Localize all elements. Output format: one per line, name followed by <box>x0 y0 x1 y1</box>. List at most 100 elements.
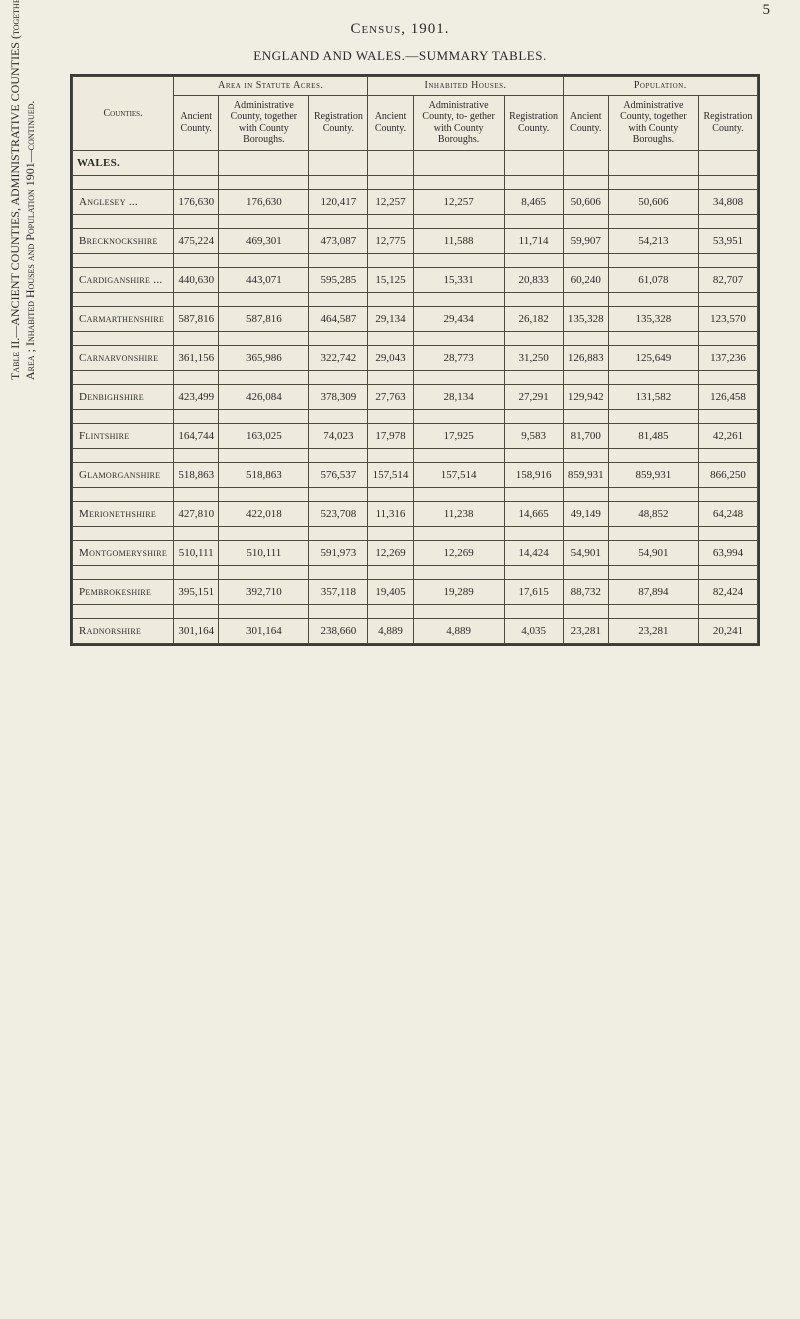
table-cell: 54,213 <box>608 228 698 253</box>
colgroup-population: Population. <box>563 77 757 96</box>
county-name: Merionethshire <box>73 501 174 526</box>
table-cell: 120,417 <box>309 189 368 214</box>
table-row: Pembrokeshire395,151392,710357,11819,405… <box>73 579 758 604</box>
table-cell: 591,973 <box>309 540 368 565</box>
table-cell: 29,134 <box>368 306 413 331</box>
table-cell: 48,852 <box>608 501 698 526</box>
spacer-row <box>73 253 758 267</box>
table-cell: 135,328 <box>563 306 608 331</box>
county-name: Radnorshire <box>73 618 174 643</box>
table-cell: 587,816 <box>219 306 309 331</box>
table-cell: 126,458 <box>698 384 757 409</box>
table-cell: 164,744 <box>174 423 219 448</box>
table-cell: 49,149 <box>563 501 608 526</box>
col-counties: Counties. <box>73 77 174 151</box>
table-cell: 27,763 <box>368 384 413 409</box>
table-cell: 301,164 <box>219 618 309 643</box>
table-cell: 423,499 <box>174 384 219 409</box>
table-cell: 322,742 <box>309 345 368 370</box>
county-name: Brecknockshire <box>73 228 174 253</box>
spacer-row <box>73 409 758 423</box>
table-cell: 12,257 <box>413 189 504 214</box>
table-cell: 20,833 <box>504 267 563 292</box>
table-cell: 50,606 <box>563 189 608 214</box>
table-cell: 427,810 <box>174 501 219 526</box>
table-cell: 27,291 <box>504 384 563 409</box>
table-cell: 8,465 <box>504 189 563 214</box>
table-cell: 82,424 <box>698 579 757 604</box>
table-cell: 4,035 <box>504 618 563 643</box>
table-cell: 15,125 <box>368 267 413 292</box>
table-cell: 426,084 <box>219 384 309 409</box>
table-cell: 17,978 <box>368 423 413 448</box>
page-subtitle: ENGLAND AND WALES.—SUMMARY TABLES. <box>30 48 770 64</box>
table-cell: 60,240 <box>563 267 608 292</box>
table-cell: 361,156 <box>174 345 219 370</box>
table-cell: 23,281 <box>608 618 698 643</box>
table-cell: 378,309 <box>309 384 368 409</box>
spacer-row <box>73 448 758 462</box>
table-cell: 859,931 <box>563 462 608 487</box>
table-cell: 28,134 <box>413 384 504 409</box>
table-cell: 157,514 <box>368 462 413 487</box>
table-cell: 365,986 <box>219 345 309 370</box>
table-cell: 12,775 <box>368 228 413 253</box>
table-cell: 587,816 <box>174 306 219 331</box>
col-houses-admin: Administrative County, to- gether with C… <box>413 95 504 150</box>
table-cell: 422,018 <box>219 501 309 526</box>
table-cell: 19,289 <box>413 579 504 604</box>
table-cell: 475,224 <box>174 228 219 253</box>
spacer-row <box>73 331 758 345</box>
table-cell: 392,710 <box>219 579 309 604</box>
table-cell: 12,269 <box>368 540 413 565</box>
table-cell: 50,606 <box>608 189 698 214</box>
table-cell: 11,588 <box>413 228 504 253</box>
table-cell: 81,485 <box>608 423 698 448</box>
table-cell: 157,514 <box>413 462 504 487</box>
county-name: Cardiganshire ... <box>73 267 174 292</box>
table-cell: 12,269 <box>413 540 504 565</box>
table-cell: 23,281 <box>563 618 608 643</box>
table-cell: 135,328 <box>608 306 698 331</box>
table-cell: 88,732 <box>563 579 608 604</box>
county-name: Pembrokeshire <box>73 579 174 604</box>
table-cell: 137,236 <box>698 345 757 370</box>
table-cell: 11,714 <box>504 228 563 253</box>
table-cell: 17,615 <box>504 579 563 604</box>
table-body: WALES. Anglesey ...176,630176,630120,417… <box>73 150 758 643</box>
table-cell: 129,942 <box>563 384 608 409</box>
col-pop-ancient: Ancient County. <box>563 95 608 150</box>
table-cell: 12,257 <box>368 189 413 214</box>
table-row: Merionethshire427,810422,018523,70811,31… <box>73 501 758 526</box>
colgroup-houses: Inhabited Houses. <box>368 77 563 96</box>
table-cell: 125,649 <box>608 345 698 370</box>
table-cell: 14,665 <box>504 501 563 526</box>
table-cell: 54,901 <box>608 540 698 565</box>
colgroup-area: Area in Statute Acres. <box>174 77 368 96</box>
table-cell: 176,630 <box>219 189 309 214</box>
table-cell: 473,087 <box>309 228 368 253</box>
table-cell: 20,241 <box>698 618 757 643</box>
table-cell: 14,424 <box>504 540 563 565</box>
spacer-row <box>73 526 758 540</box>
table-cell: 15,331 <box>413 267 504 292</box>
table-row: Anglesey ...176,630176,630120,41712,2571… <box>73 189 758 214</box>
table-cell: 19,405 <box>368 579 413 604</box>
table-cell: 31,250 <box>504 345 563 370</box>
table-cell: 123,570 <box>698 306 757 331</box>
table-cell: 29,043 <box>368 345 413 370</box>
table-cell: 523,708 <box>309 501 368 526</box>
table-row: Flintshire164,744163,02574,02317,97817,9… <box>73 423 758 448</box>
table-cell: 595,285 <box>309 267 368 292</box>
county-name: Glamorganshire <box>73 462 174 487</box>
table-cell: 26,182 <box>504 306 563 331</box>
table-cell: 11,316 <box>368 501 413 526</box>
table-cell: 4,889 <box>368 618 413 643</box>
table-cell: 395,151 <box>174 579 219 604</box>
table-cell: 576,537 <box>309 462 368 487</box>
table-cell: 163,025 <box>219 423 309 448</box>
col-pop-reg: Registration County. <box>698 95 757 150</box>
spacer-row <box>73 565 758 579</box>
spacer-row <box>73 175 758 189</box>
table-cell: 510,111 <box>219 540 309 565</box>
